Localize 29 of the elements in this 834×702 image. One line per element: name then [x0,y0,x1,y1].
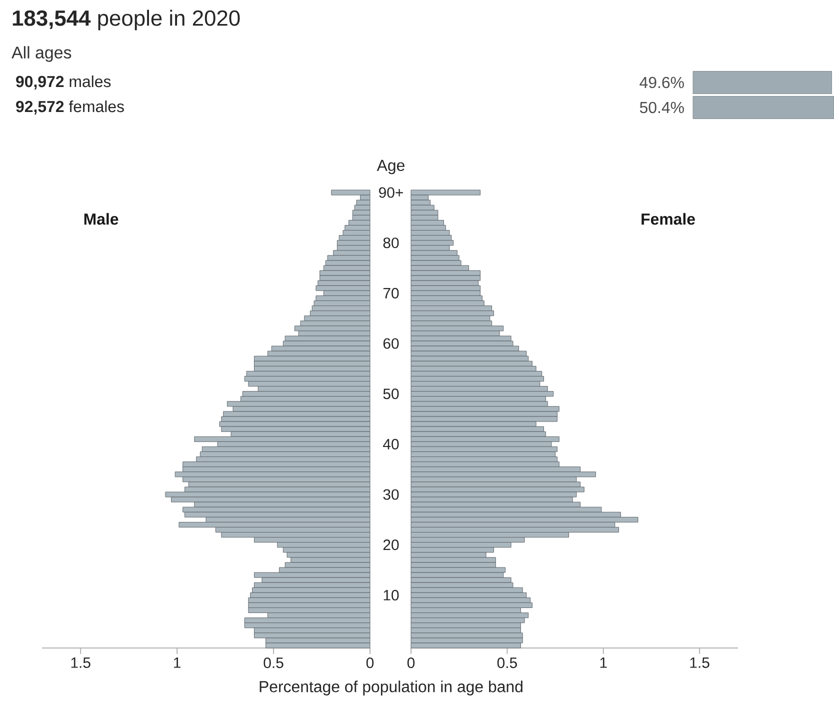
y-tick-label: 70 [383,288,399,298]
data-label: 49.6% [640,76,684,88]
x-tick-label: 0.5 [264,658,284,668]
y-tick-label: 60 [383,338,399,349]
data-label: 50.4% [640,102,684,114]
y-tick-label: 50 [383,388,399,400]
x-tick-label: 0 [407,658,415,668]
bar [410,190,481,196]
text: 183,544 people in 2020 [12,10,240,30]
x-tick-label: 0 [366,658,374,668]
text: Female [642,213,695,225]
x-tick-label: 1.5 [71,658,90,668]
text: All ages [12,46,72,62]
x-tick-label: 1 [600,658,607,668]
y-tick-label: 30 [383,489,399,500]
x-tick-label: 0.5 [497,658,517,668]
x-tick-label: 1 [174,658,180,668]
x-axis-title: Percentage of population in age band [260,680,522,696]
y-tick-label: 40 [383,438,399,450]
y-tick-label: 80 [383,238,399,248]
text: Male [84,213,118,225]
y-tick-label: 10 [384,590,399,600]
bar [331,190,370,196]
x-tick-label: 1.5 [690,658,710,668]
y-axis-title: Age [376,160,404,174]
y-tick-label: 20 [383,540,399,550]
y-tick-label: 92,572 females [16,100,124,115]
y-tick-label: 90,972 males [16,75,111,90]
y-tick-label: 90+ [379,187,403,198]
